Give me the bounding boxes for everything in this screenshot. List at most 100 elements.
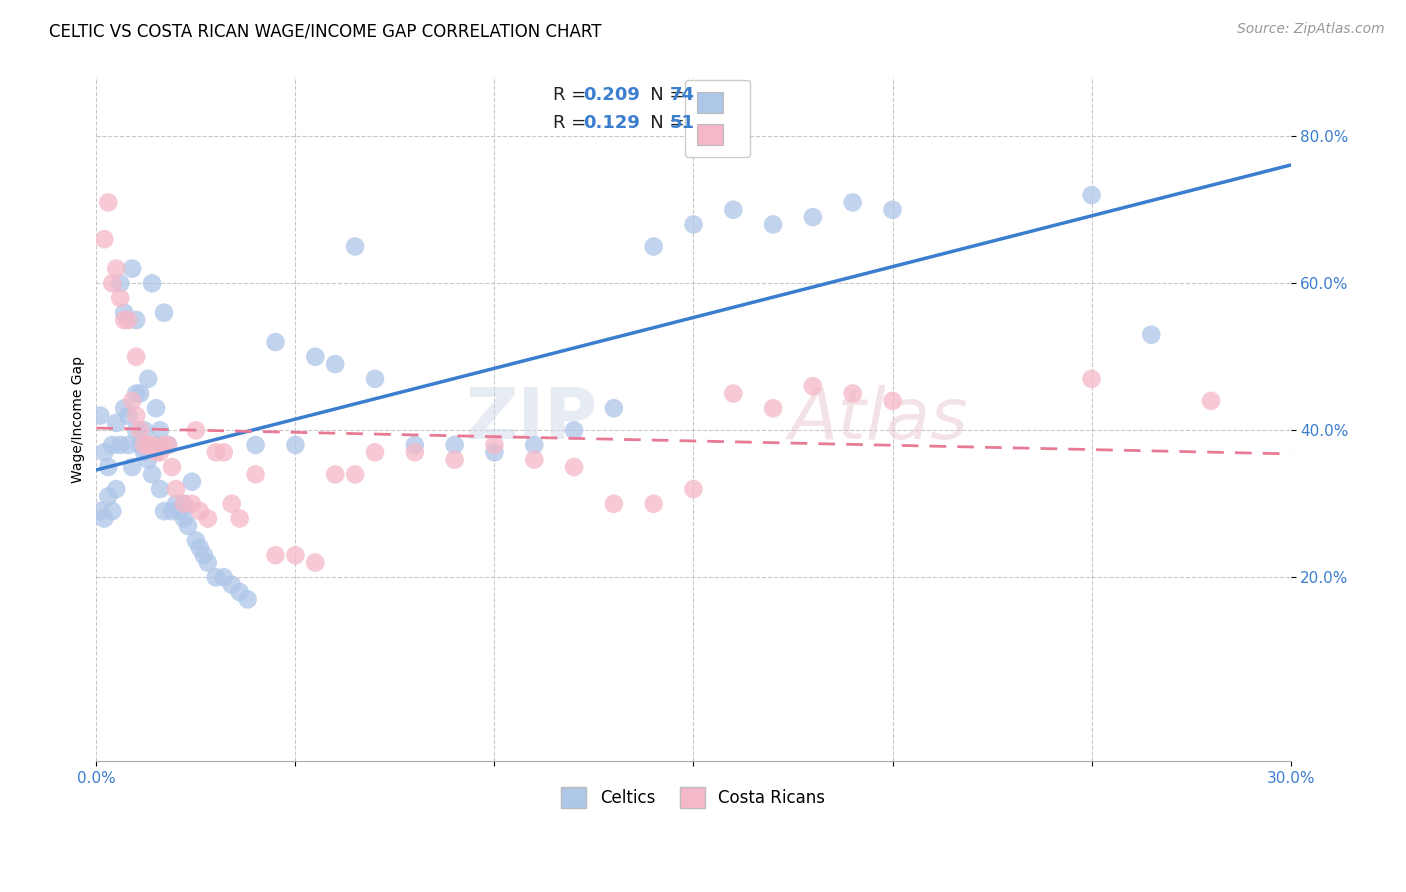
- Point: [97, 195, 120, 210]
- Text: CELTIC VS COSTA RICAN WAGE/INCOME GAP CORRELATION CHART: CELTIC VS COSTA RICAN WAGE/INCOME GAP CO…: [49, 22, 602, 40]
- Point: [184, 533, 207, 548]
- Point: [110, 291, 132, 305]
- Point: [1080, 372, 1102, 386]
- Point: [112, 313, 135, 327]
- Point: [105, 261, 128, 276]
- Point: [93, 445, 115, 459]
- Legend: Celtics, Costa Ricans: Celtics, Costa Ricans: [555, 780, 832, 814]
- Point: [112, 401, 135, 416]
- Point: [169, 504, 191, 518]
- Point: [97, 460, 120, 475]
- Point: [643, 239, 665, 253]
- Point: [156, 438, 179, 452]
- Point: [134, 423, 156, 437]
- Point: [121, 261, 143, 276]
- Point: [801, 379, 824, 393]
- Point: [134, 445, 156, 459]
- Text: N =: N =: [633, 114, 690, 132]
- Point: [841, 195, 863, 210]
- Point: [156, 438, 179, 452]
- Point: [145, 401, 167, 416]
- Text: Source: ZipAtlas.com: Source: ZipAtlas.com: [1237, 22, 1385, 37]
- Text: 51: 51: [669, 114, 695, 132]
- Point: [188, 541, 211, 555]
- Point: [1080, 188, 1102, 202]
- Point: [97, 490, 120, 504]
- Point: [323, 467, 346, 482]
- Point: [188, 504, 211, 518]
- Y-axis label: Wage/Income Gap: Wage/Income Gap: [72, 356, 86, 483]
- Point: [484, 445, 506, 459]
- Point: [643, 497, 665, 511]
- Text: 0.129: 0.129: [583, 114, 640, 132]
- Point: [245, 438, 267, 452]
- Point: [141, 277, 163, 291]
- Point: [801, 210, 824, 224]
- Point: [149, 423, 172, 437]
- Point: [141, 467, 163, 482]
- Text: 0.209: 0.209: [583, 87, 640, 104]
- Point: [1140, 327, 1163, 342]
- Point: [193, 548, 215, 562]
- Point: [404, 438, 426, 452]
- Point: [180, 475, 202, 489]
- Point: [484, 438, 506, 452]
- Point: [145, 438, 167, 452]
- Point: [841, 386, 863, 401]
- Point: [105, 416, 128, 430]
- Point: [89, 409, 111, 423]
- Point: [228, 585, 250, 599]
- Point: [165, 482, 187, 496]
- Point: [125, 409, 148, 423]
- Point: [165, 497, 187, 511]
- Point: [110, 277, 132, 291]
- Point: [153, 504, 176, 518]
- Point: [1199, 393, 1222, 408]
- Point: [121, 460, 143, 475]
- Point: [364, 445, 387, 459]
- Point: [145, 445, 167, 459]
- Point: [212, 570, 235, 584]
- Point: [184, 423, 207, 437]
- Point: [117, 438, 139, 452]
- Point: [125, 350, 148, 364]
- Text: Atlas: Atlas: [789, 384, 969, 454]
- Point: [212, 445, 235, 459]
- Point: [129, 386, 152, 401]
- Text: N =: N =: [633, 87, 690, 104]
- Point: [160, 460, 183, 475]
- Point: [221, 577, 243, 591]
- Point: [304, 350, 326, 364]
- Point: [204, 570, 226, 584]
- Point: [882, 202, 904, 217]
- Point: [177, 519, 200, 533]
- Point: [110, 438, 132, 452]
- Point: [125, 386, 148, 401]
- Point: [364, 372, 387, 386]
- Point: [125, 423, 148, 437]
- Point: [443, 438, 465, 452]
- Point: [173, 497, 195, 511]
- Point: [160, 504, 183, 518]
- Point: [197, 556, 219, 570]
- Point: [304, 556, 326, 570]
- Point: [134, 438, 156, 452]
- Point: [101, 438, 124, 452]
- Text: R =: R =: [553, 114, 598, 132]
- Point: [153, 306, 176, 320]
- Point: [323, 357, 346, 371]
- Text: ZIP: ZIP: [465, 384, 598, 454]
- Point: [136, 372, 159, 386]
- Point: [762, 401, 785, 416]
- Point: [603, 401, 626, 416]
- Point: [682, 218, 704, 232]
- Point: [404, 445, 426, 459]
- Point: [101, 504, 124, 518]
- Point: [112, 306, 135, 320]
- Point: [129, 423, 152, 437]
- Point: [762, 218, 785, 232]
- Point: [723, 386, 745, 401]
- Point: [228, 511, 250, 525]
- Point: [284, 548, 307, 562]
- Point: [562, 423, 585, 437]
